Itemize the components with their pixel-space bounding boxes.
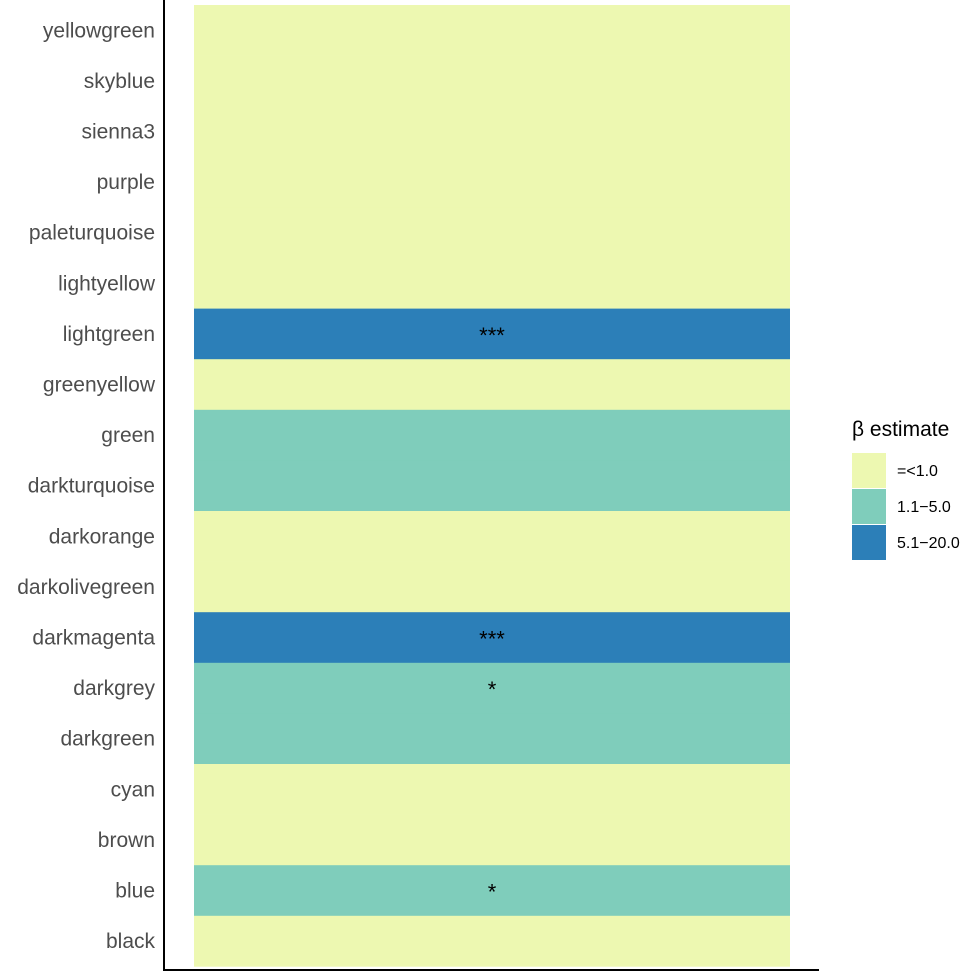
heatmap-cell-darkturquoise	[194, 460, 790, 512]
y-tick-label: sienna3	[81, 121, 155, 144]
y-tick-label: yellowgreen	[43, 19, 155, 42]
legend-label: =<1.0	[897, 463, 938, 480]
y-tick-label: black	[106, 930, 156, 953]
y-tick-label: darkgrey	[73, 677, 155, 700]
y-axis-labels: yellowgreen skyblue sienna3 purple paleturqu…	[17, 19, 156, 953]
heatmap-cell-greenyellow	[194, 359, 790, 411]
y-tick-label: lightyellow	[58, 272, 156, 295]
y-tick-label: paleturquoise	[29, 222, 155, 245]
legend: β estimate =<1.0 1.1−5.0 5.1−20.0	[852, 418, 960, 560]
y-tick-label: green	[101, 424, 155, 447]
y-tick-label: darkturquoise	[28, 475, 155, 498]
heatmap-tiles	[194, 5, 790, 967]
y-tick-label: purple	[97, 171, 155, 194]
y-tick-label: cyan	[111, 778, 155, 801]
heatmap-cell-blue	[194, 865, 790, 917]
significance-label: ***	[479, 323, 505, 348]
heatmap-cell-darkorange	[194, 511, 790, 562]
y-tick-label: darkgreen	[60, 728, 155, 751]
legend-label: 5.1−20.0	[897, 535, 960, 552]
heatmap-cell-darkmagenta	[194, 612, 790, 664]
heatmap-cell-lightgreen	[194, 308, 790, 360]
y-tick-label: greenyellow	[43, 374, 156, 397]
heatmap-cell-yellowgreen	[194, 5, 790, 56]
y-tick-label: darkmagenta	[32, 627, 155, 650]
y-tick-label: lightgreen	[63, 323, 155, 346]
heatmap-cell-green	[194, 409, 790, 461]
heatmap-cell-lightyellow	[194, 258, 790, 309]
heatmap-cell-brown	[194, 814, 790, 866]
heatmap-cell-paleturquoise	[194, 207, 790, 259]
significance-markers: ********	[479, 323, 505, 905]
heatmap-cell-darkgrey	[194, 662, 790, 714]
y-tick-label: skyblue	[84, 70, 155, 93]
legend-key	[852, 453, 886, 488]
legend-key	[852, 489, 886, 524]
significance-label: *	[488, 677, 497, 702]
significance-label: ***	[479, 627, 505, 652]
heatmap-cell-sienna3	[194, 106, 790, 158]
heatmap-cell-black	[194, 915, 790, 967]
heatmap-cell-cyan	[194, 764, 790, 815]
y-tick-label: darkorange	[49, 525, 155, 548]
y-tick-label: blue	[115, 880, 155, 903]
legend-title: β estimate	[852, 418, 949, 441]
legend-key	[852, 525, 886, 560]
heatmap-cell-purple	[194, 156, 790, 208]
legend-label: 1.1−5.0	[897, 499, 951, 516]
heatmap-cell-darkolivegreen	[194, 561, 790, 613]
y-tick-label: darkolivegreen	[17, 576, 155, 599]
heatmap-cell-skyblue	[194, 55, 790, 107]
y-tick-label: brown	[98, 829, 155, 852]
heatmap-cell-darkgreen	[194, 713, 790, 765]
significance-label: *	[488, 880, 497, 905]
